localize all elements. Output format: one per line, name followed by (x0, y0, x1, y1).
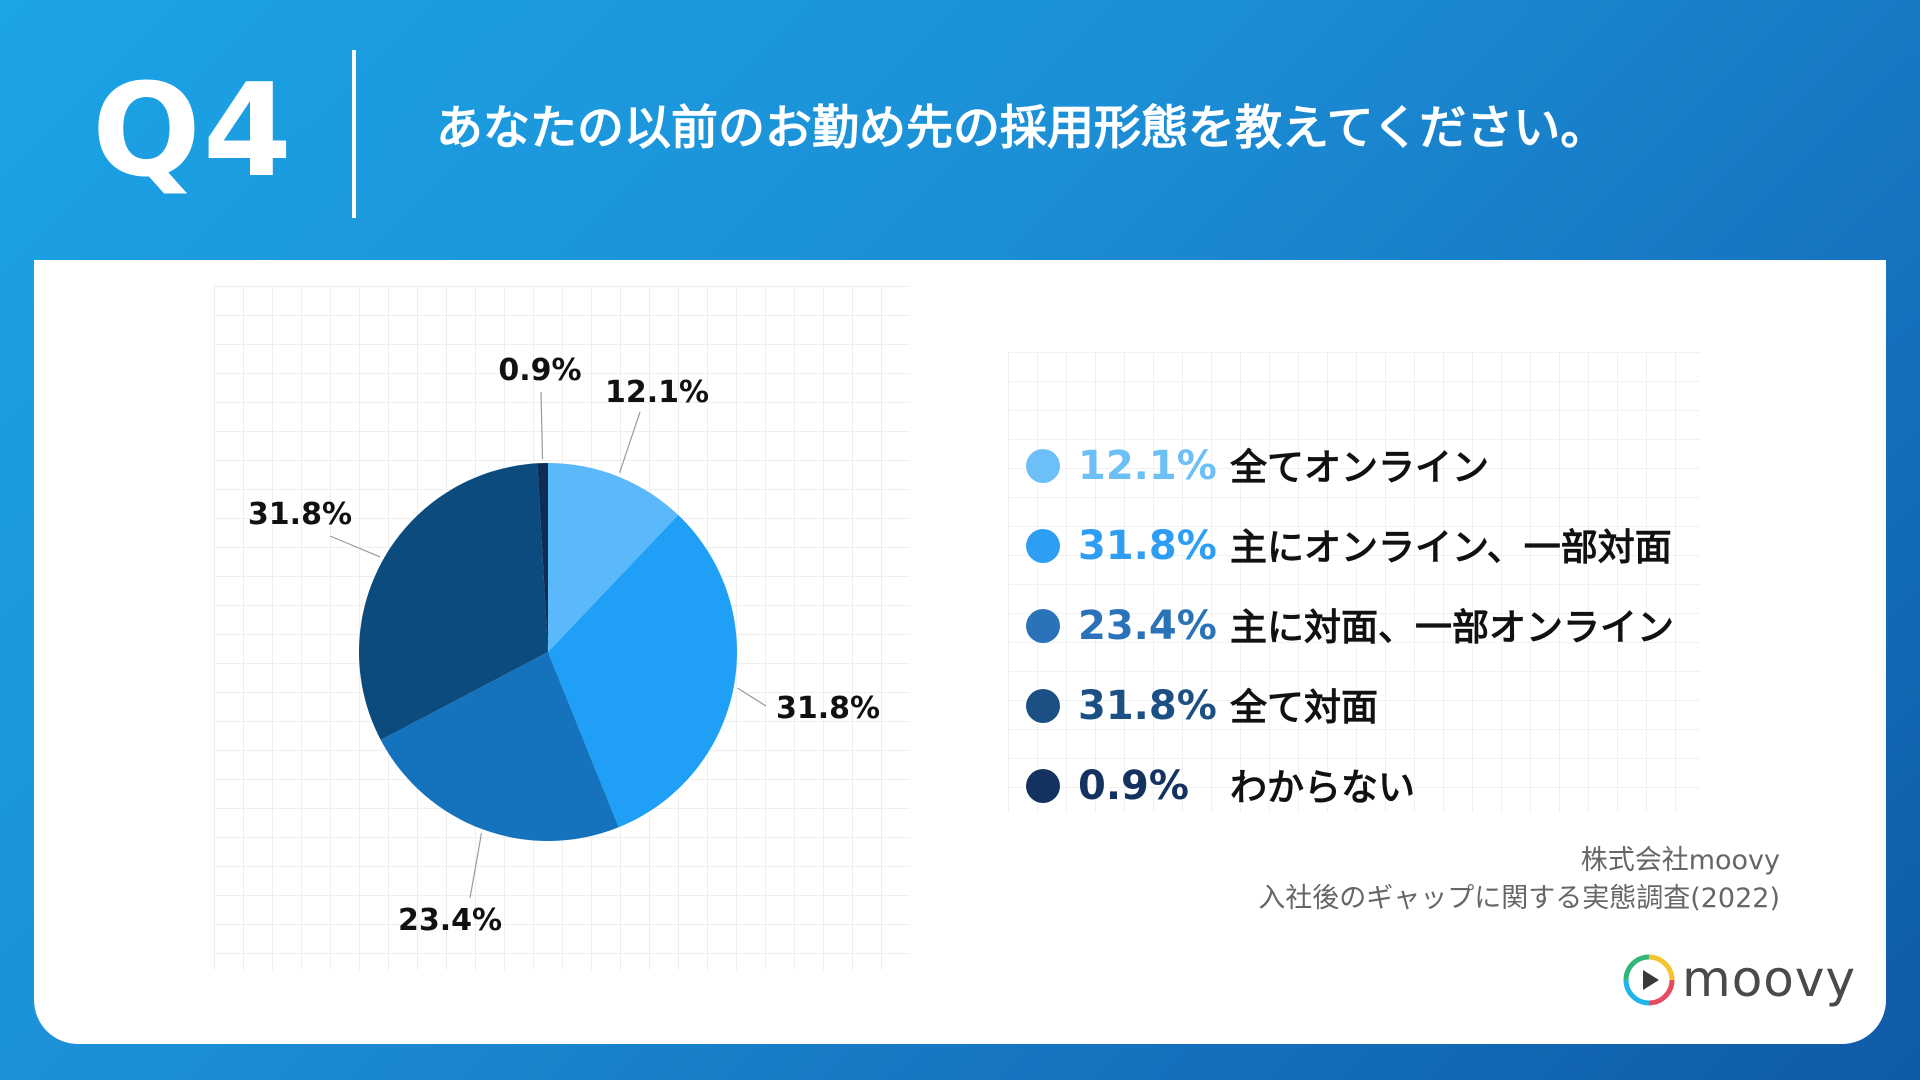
pie-slice (380, 652, 619, 841)
pie-data-label: 0.9% (498, 353, 581, 388)
question-title: あなたの以前のお勤め先の採用形態を教えてください。 (436, 101, 1608, 156)
legend-dot (1026, 609, 1060, 643)
pie-slice (537, 463, 548, 652)
pie-slice (548, 463, 679, 652)
legend-label: 主にオンライン、一部対面 (1230, 526, 1672, 569)
source-company: 株式会社moovy (1580, 845, 1780, 876)
pie-slice (548, 515, 737, 828)
brand-name: moovy (1682, 950, 1857, 1008)
content-card (34, 260, 1886, 1044)
pie-data-label: 12.1% (605, 375, 709, 410)
legend-dot (1026, 689, 1060, 723)
source-note: 株式会社moovy 入社後のギャップに関する実態調査(2022) (1258, 842, 1780, 918)
legend-label: わからない (1230, 766, 1415, 809)
legend-percent: 23.4% (1078, 603, 1217, 649)
header-divider (352, 50, 356, 218)
leader-line (619, 411, 641, 473)
pie-data-label: 23.4% (398, 903, 502, 938)
source-survey: 入社後のギャップに関する実態調査(2022) (1258, 883, 1780, 914)
legend-percent: 31.8% (1078, 523, 1217, 569)
pie-data-label: 31.8% (776, 691, 880, 726)
leader-line (540, 391, 544, 460)
legend-percent: 0.9% (1078, 763, 1189, 809)
legend-dot (1026, 449, 1060, 483)
legend-label: 全て対面 (1230, 686, 1378, 729)
legend-label: 主に対面、一部オンライン (1230, 606, 1674, 649)
question-number: Q4 (92, 57, 294, 206)
pie-data-label: 31.8% (248, 497, 352, 532)
legend-percent: 12.1% (1078, 443, 1217, 489)
legend-label: 全てオンライン (1230, 446, 1489, 489)
pie-slice (359, 463, 548, 740)
header: Q4 あなたの以前のお勤め先の採用形態を教えてください。 (0, 0, 1920, 260)
leader-line (469, 833, 483, 899)
legend-dot (1026, 769, 1060, 803)
leader-line (737, 687, 767, 707)
legend-percent: 31.8% (1078, 683, 1217, 729)
brand-logo: moovy (1622, 948, 1855, 1014)
legend-grid-background (1008, 352, 1700, 812)
leader-line (329, 535, 381, 558)
play-circle-icon (1623, 954, 1675, 1006)
legend-dot (1026, 529, 1060, 563)
